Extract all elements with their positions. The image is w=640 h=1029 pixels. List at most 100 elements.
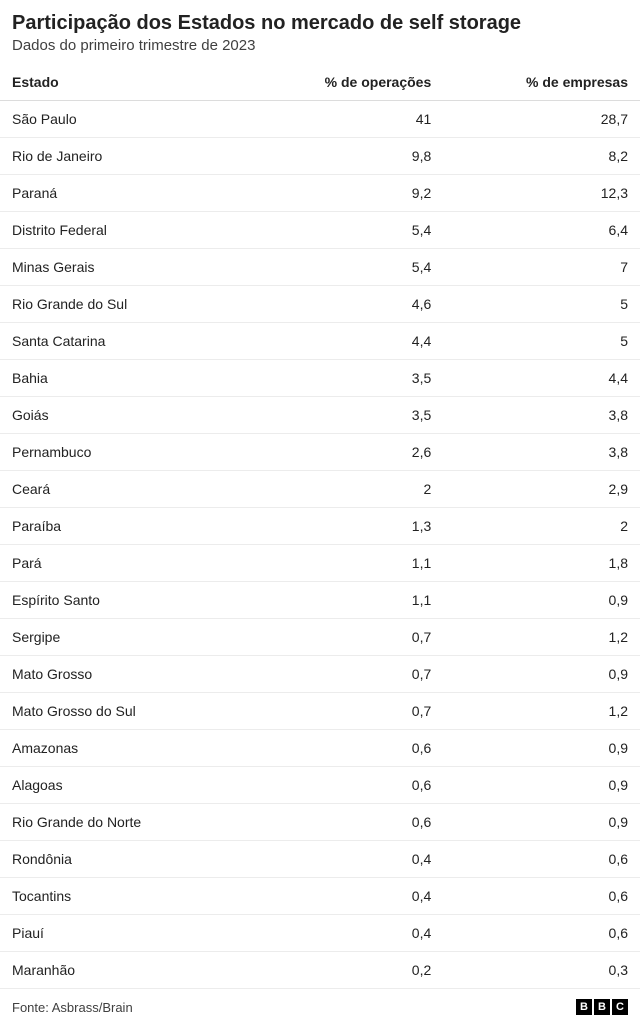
cell-operacoes: 0,4 [239,841,443,878]
cell-empresas: 0,9 [443,582,640,619]
table-row: Mato Grosso do Sul0,71,2 [0,693,640,730]
col-header-estado: Estado [0,64,239,101]
cell-estado: Piauí [0,915,239,952]
col-header-operacoes: % de operações [239,64,443,101]
cell-empresas: 0,6 [443,915,640,952]
cell-operacoes: 4,6 [239,286,443,323]
cell-estado: Rio de Janeiro [0,138,239,175]
table-row: São Paulo4128,7 [0,101,640,138]
cell-operacoes: 1,3 [239,508,443,545]
cell-operacoes: 0,7 [239,656,443,693]
cell-empresas: 8,2 [443,138,640,175]
cell-operacoes: 0,6 [239,804,443,841]
cell-operacoes: 0,7 [239,693,443,730]
table-row: Paraná9,212,3 [0,175,640,212]
cell-estado: Minas Gerais [0,249,239,286]
cell-operacoes: 4,4 [239,323,443,360]
table-row: Piauí0,40,6 [0,915,640,952]
cell-operacoes: 9,8 [239,138,443,175]
table-row: Espírito Santo1,10,9 [0,582,640,619]
cell-empresas: 0,9 [443,767,640,804]
cell-empresas: 4,4 [443,360,640,397]
cell-estado: Sergipe [0,619,239,656]
cell-estado: Alagoas [0,767,239,804]
cell-empresas: 7 [443,249,640,286]
cell-empresas: 1,2 [443,619,640,656]
cell-operacoes: 2 [239,471,443,508]
table-row: Ceará22,9 [0,471,640,508]
cell-estado: Amazonas [0,730,239,767]
cell-estado: Santa Catarina [0,323,239,360]
cell-estado: Rio Grande do Norte [0,804,239,841]
bbc-logo-letter: B [576,999,592,1015]
col-header-empresas: % de empresas [443,64,640,101]
cell-estado: Bahia [0,360,239,397]
cell-empresas: 12,3 [443,175,640,212]
table-row: Distrito Federal5,46,4 [0,212,640,249]
cell-operacoes: 0,4 [239,915,443,952]
cell-estado: Maranhão [0,952,239,989]
cell-operacoes: 0,2 [239,952,443,989]
cell-operacoes: 0,6 [239,730,443,767]
cell-operacoes: 3,5 [239,360,443,397]
table-row: Rio Grande do Sul4,65 [0,286,640,323]
table-row: Maranhão0,20,3 [0,952,640,989]
page-title: Participação dos Estados no mercado de s… [0,12,640,37]
table-row: Minas Gerais5,47 [0,249,640,286]
table-row: Pará1,11,8 [0,545,640,582]
table-row: Amazonas0,60,9 [0,730,640,767]
bbc-logo-letter: B [594,999,610,1015]
table-row: Alagoas0,60,9 [0,767,640,804]
table-row: Paraíba1,32 [0,508,640,545]
table-row: Goiás3,53,8 [0,397,640,434]
cell-estado: Distrito Federal [0,212,239,249]
cell-operacoes: 1,1 [239,545,443,582]
cell-estado: São Paulo [0,101,239,138]
table-container: Participação dos Estados no mercado de s… [0,0,640,1029]
cell-estado: Paraná [0,175,239,212]
cell-estado: Rio Grande do Sul [0,286,239,323]
table-row: Rio de Janeiro9,88,2 [0,138,640,175]
cell-empresas: 5 [443,323,640,360]
cell-operacoes: 0,7 [239,619,443,656]
cell-estado: Goiás [0,397,239,434]
cell-empresas: 0,9 [443,804,640,841]
cell-empresas: 2 [443,508,640,545]
cell-operacoes: 5,4 [239,249,443,286]
cell-estado: Ceará [0,471,239,508]
cell-empresas: 3,8 [443,434,640,471]
cell-estado: Tocantins [0,878,239,915]
cell-operacoes: 41 [239,101,443,138]
cell-empresas: 5 [443,286,640,323]
cell-operacoes: 5,4 [239,212,443,249]
table-row: Tocantins0,40,6 [0,878,640,915]
cell-estado: Paraíba [0,508,239,545]
cell-operacoes: 1,1 [239,582,443,619]
cell-estado: Mato Grosso [0,656,239,693]
table-row: Bahia3,54,4 [0,360,640,397]
cell-estado: Pará [0,545,239,582]
cell-empresas: 0,6 [443,841,640,878]
cell-operacoes: 3,5 [239,397,443,434]
cell-operacoes: 0,4 [239,878,443,915]
cell-empresas: 0,3 [443,952,640,989]
cell-estado: Mato Grosso do Sul [0,693,239,730]
table-row: Santa Catarina4,45 [0,323,640,360]
table-row: Pernambuco2,63,8 [0,434,640,471]
table-row: Mato Grosso0,70,9 [0,656,640,693]
cell-estado: Rondônia [0,841,239,878]
data-table: Estado % de operações % de empresas São … [0,64,640,989]
table-body: São Paulo4128,7Rio de Janeiro9,88,2Paran… [0,101,640,989]
cell-operacoes: 2,6 [239,434,443,471]
cell-empresas: 3,8 [443,397,640,434]
cell-empresas: 6,4 [443,212,640,249]
cell-empresas: 0,9 [443,730,640,767]
bbc-logo: B B C [576,999,628,1015]
bbc-logo-letter: C [612,999,628,1015]
cell-empresas: 1,2 [443,693,640,730]
cell-operacoes: 9,2 [239,175,443,212]
page-subtitle: Dados do primeiro trimestre de 2023 [0,37,640,64]
table-row: Rio Grande do Norte0,60,9 [0,804,640,841]
cell-empresas: 0,6 [443,878,640,915]
cell-empresas: 0,9 [443,656,640,693]
